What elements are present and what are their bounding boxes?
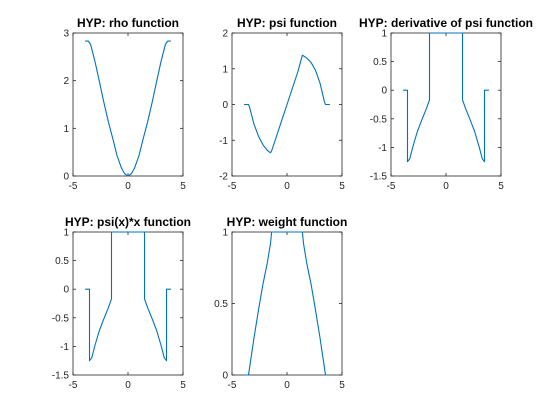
- x-tick-label: 0: [284, 181, 290, 192]
- x-tick-label: 0: [443, 181, 449, 192]
- y-tick-label: 0.5: [373, 57, 387, 68]
- y-tick-label: -1: [60, 342, 69, 353]
- subplot-psi: -5 0 5 -2 -1 0 1 2 HYP: psi function: [219, 16, 345, 192]
- y-tick-label: 1: [63, 228, 69, 239]
- axes-box-psi-times-x: [72, 231, 184, 376]
- y-tick-label: 1: [222, 228, 228, 239]
- y-tick-label: -1.5: [52, 371, 70, 382]
- x-tick-label: -5: [228, 181, 237, 192]
- x-tick-label: 5: [180, 181, 186, 192]
- chart-title-psi-derivative: HYP: derivative of psi function: [359, 16, 533, 30]
- x-tick-label: -5: [228, 380, 237, 391]
- y-tick-label: 0: [63, 172, 69, 183]
- y-tick-label: 0: [381, 86, 387, 97]
- x-tick-label: 0: [284, 380, 290, 391]
- chart-title-weight: HYP: weight function: [227, 215, 348, 229]
- y-tick-label: -1: [219, 136, 228, 147]
- y-tick-label: 3: [63, 29, 69, 40]
- y-tick-label: 0: [222, 100, 228, 111]
- y-tick-label: 1: [222, 64, 228, 75]
- x-tick-label: 0: [125, 181, 131, 192]
- axes-box-weight: [231, 231, 343, 376]
- chart-title-rho: HYP: rho function: [77, 16, 179, 30]
- axes-box-psi-derivative: [390, 32, 502, 177]
- chart-title-psi-times-x: HYP: psi(x)*x function: [65, 215, 191, 229]
- chart-title-psi: HYP: psi function: [237, 16, 337, 30]
- y-tick-label: 2: [222, 29, 228, 40]
- y-tick-label: -0.5: [370, 114, 388, 125]
- x-tick-label: -5: [69, 380, 78, 391]
- y-tick-label: 0: [222, 371, 228, 382]
- x-tick-label: 5: [180, 380, 186, 391]
- y-tick-label: 0.5: [55, 256, 69, 267]
- x-tick-label: 0: [125, 380, 131, 391]
- y-tick-label: -0.5: [52, 313, 70, 324]
- series-line-weight: [244, 231, 330, 376]
- y-tick-label: 2: [63, 76, 69, 87]
- x-tick-label: -5: [69, 181, 78, 192]
- series-line-psi-derivative: [403, 32, 489, 163]
- series-line-psi-times-x: [85, 231, 171, 362]
- x-tick-label: 5: [498, 181, 504, 192]
- y-tick-label: 1: [63, 124, 69, 135]
- y-tick-label: -1: [378, 143, 387, 154]
- y-tick-label: 0: [63, 285, 69, 296]
- y-tick-label: 1: [381, 29, 387, 40]
- series-line-psi: [244, 54, 330, 154]
- y-tick-label: -2: [219, 172, 228, 183]
- x-tick-label: 5: [339, 181, 345, 192]
- y-tick-label: -1.5: [370, 172, 388, 183]
- axes-box-rho: [72, 32, 184, 177]
- x-tick-label: -5: [387, 181, 396, 192]
- series-line-rho: [85, 40, 171, 177]
- y-tick-label: 0.5: [214, 299, 228, 310]
- x-tick-label: 5: [339, 380, 345, 391]
